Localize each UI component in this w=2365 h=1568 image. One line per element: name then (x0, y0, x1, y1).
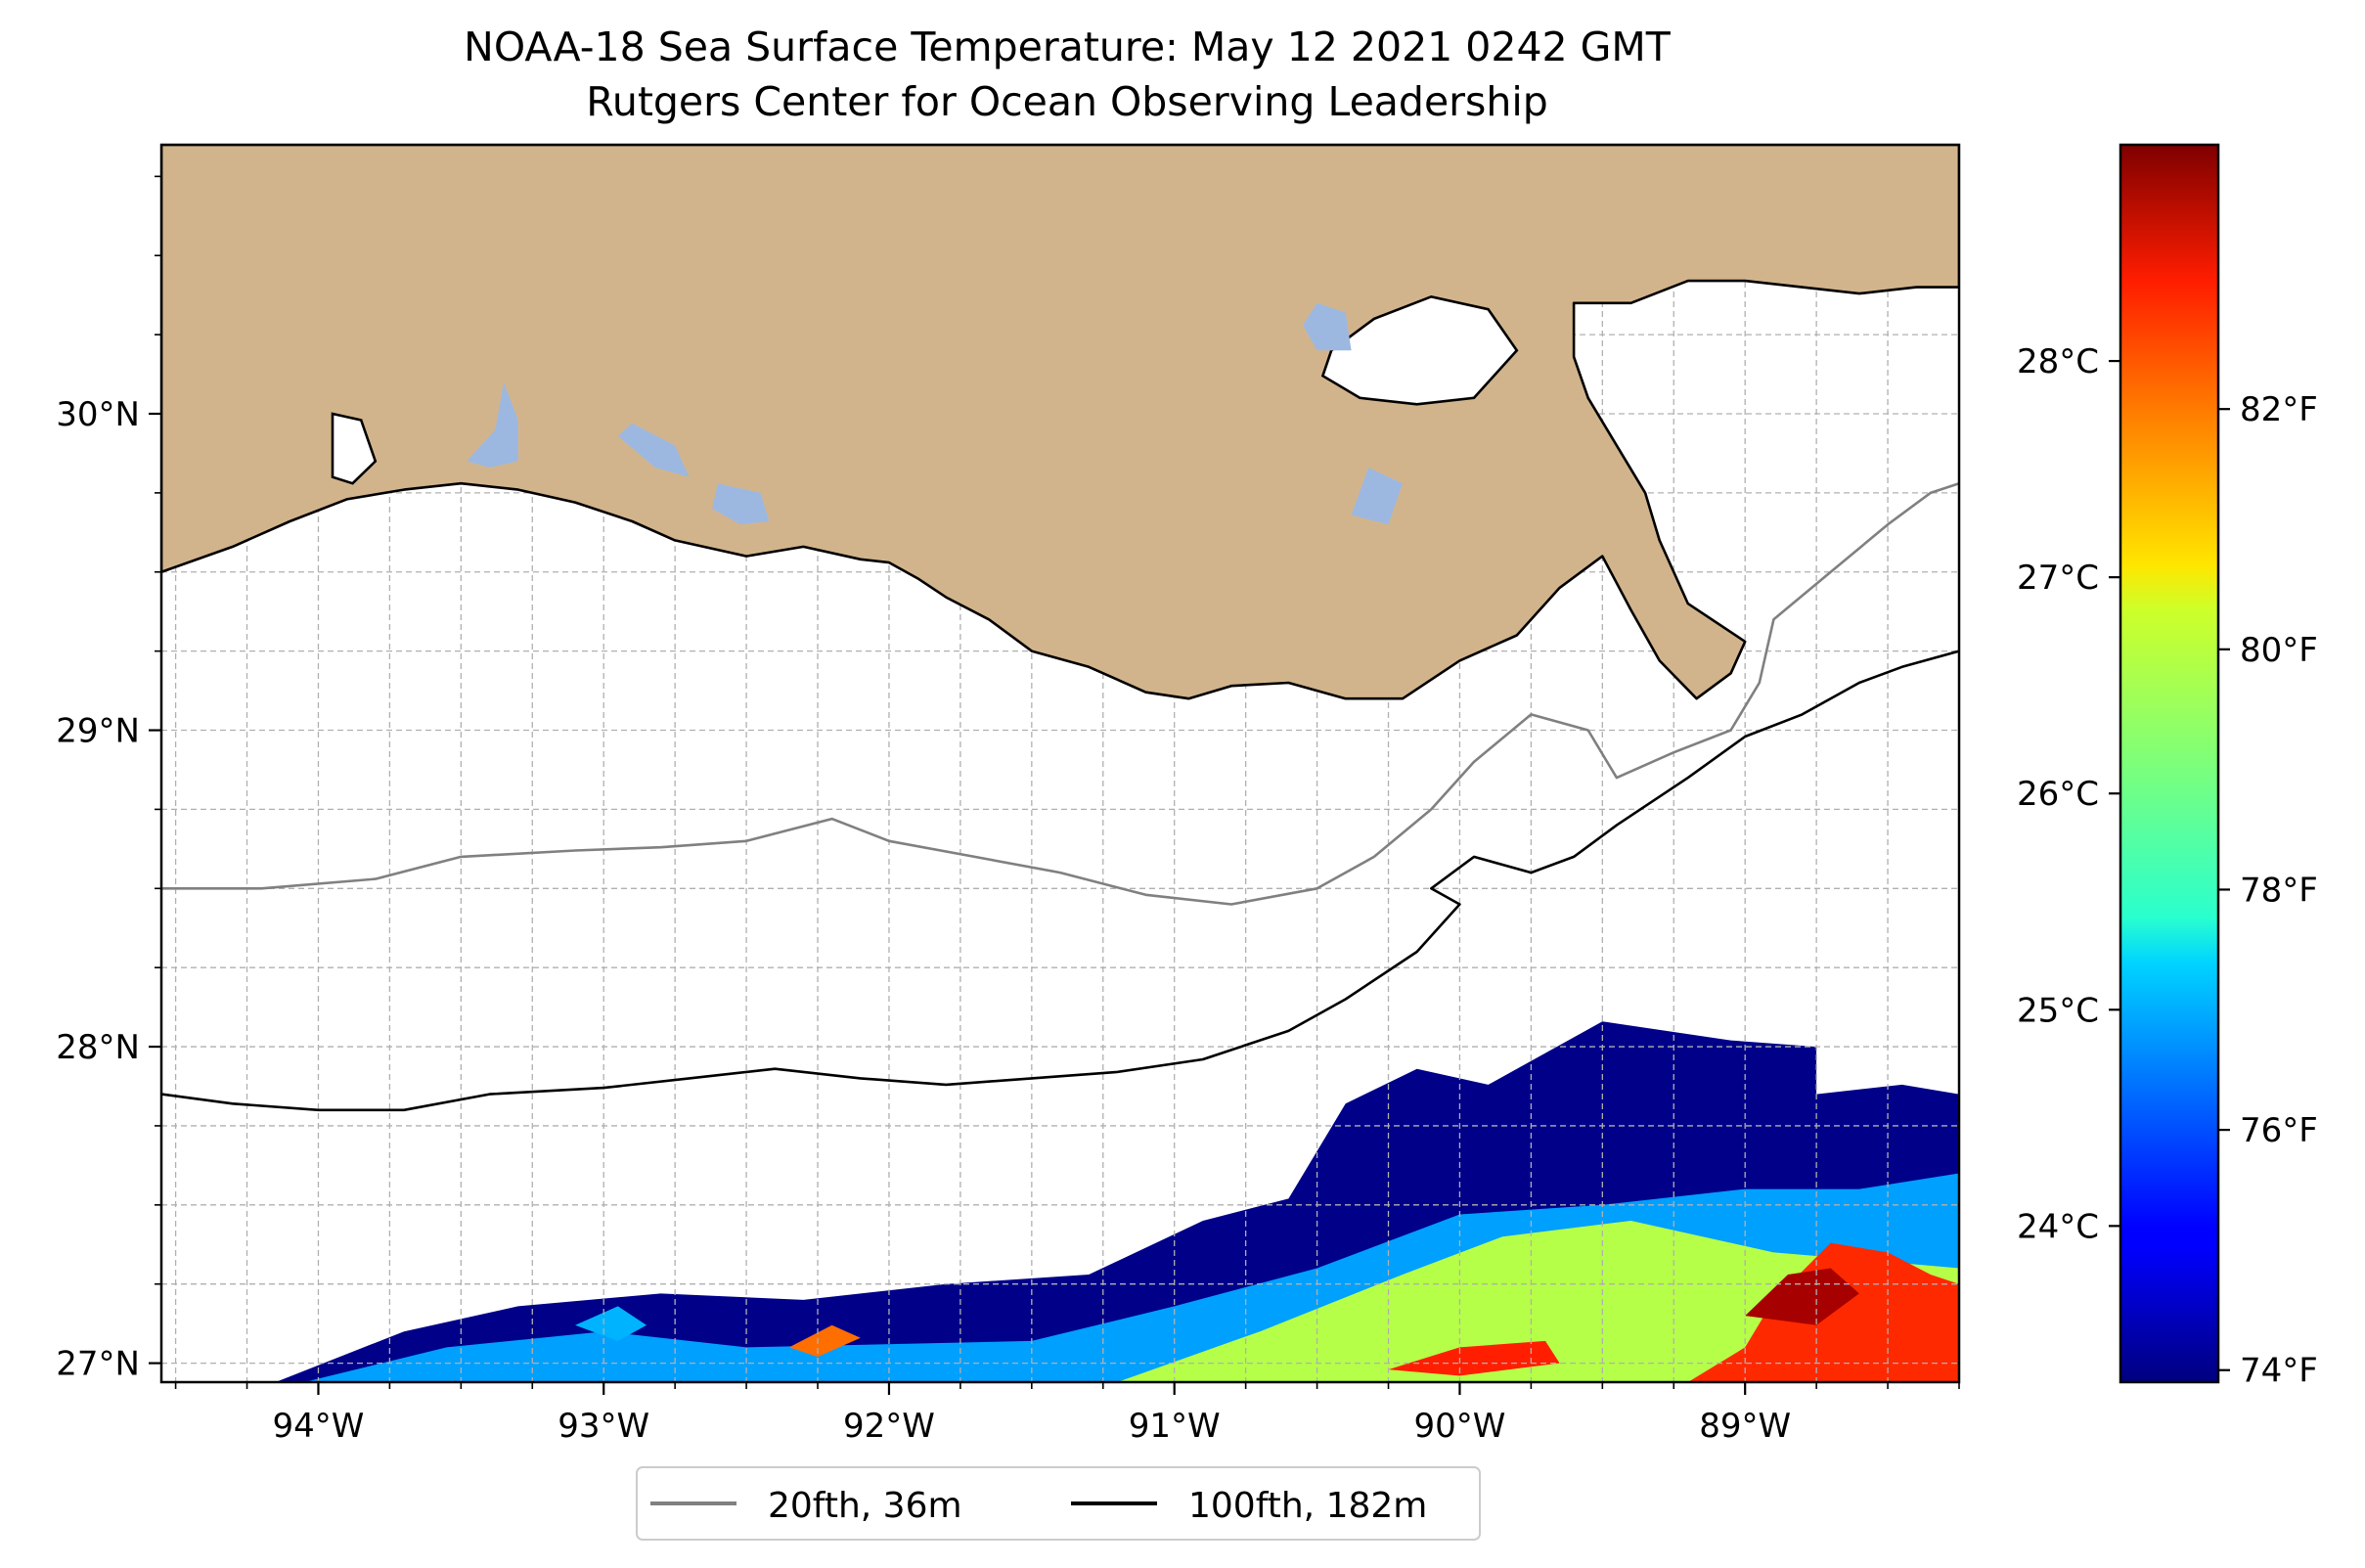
cbar-label-c: 27°C (2017, 559, 2099, 598)
lat-tick-label: 27°N (56, 1345, 140, 1384)
lon-tick-label: 93°W (558, 1407, 649, 1446)
colorbar-gradient (2119, 143, 2220, 1384)
cbar-label-c: 24°C (2017, 1207, 2099, 1246)
inland-lake (712, 483, 770, 525)
lon-tick-label: 90°W (1413, 1407, 1505, 1446)
sst-west-cool-spot (575, 1306, 647, 1341)
colorbar: 74°F 76°F 78°F 80°F 82°F 24°C 25°C 26°C 27°C 28°C (2017, 143, 2318, 1391)
lon-tick-label: 92°W (843, 1407, 935, 1446)
cbar-label-c: 25°C (2017, 991, 2099, 1030)
legend-label-100fth: 100fth, 182m (1188, 1486, 1427, 1526)
inland-lake (1303, 302, 1352, 351)
legend-label-20fth: 20fth, 36m (768, 1486, 962, 1526)
colorbar-ticks: 74°F 76°F 78°F 80°F 82°F 24°C 25°C 26°C 27°C 28°C (2017, 342, 2318, 1391)
inland-lake (467, 381, 518, 468)
inland-lake (617, 423, 690, 477)
lon-tick-label: 94°W (273, 1407, 365, 1446)
title-line-2: Rutgers Center for Ocean Observing Leade… (586, 78, 1548, 125)
map-layers (161, 145, 1959, 1382)
lon-tick-label: 91°W (1129, 1407, 1221, 1446)
sabine-lake (331, 412, 378, 485)
contour-20fth (161, 481, 1959, 906)
lat-tick-label: 30°N (56, 395, 140, 434)
land-louisiana (161, 145, 1959, 700)
title-line-1: NOAA-18 Sea Surface Temperature: May 12 … (464, 23, 1672, 70)
cbar-label-c: 28°C (2017, 342, 2099, 381)
sst-hottest-patch (1745, 1268, 1859, 1325)
cbar-label-c: 26°C (2017, 775, 2099, 814)
inland-lake (1351, 468, 1404, 525)
contour-100fth (161, 650, 1959, 1112)
map-panel: 94°W 93°W 92°W 91°W 90°W 89°W 27°N 28°N 29°N 30°N (56, 143, 1961, 1446)
cbar-label-f: 82°F (2240, 390, 2318, 429)
cbar-label-f: 74°F (2240, 1352, 2318, 1391)
map-axes: 94°W 93°W 92°W 91°W 90°W 89°W 27°N 28°N 29°N 30°N (56, 175, 1960, 1446)
lon-tick-label: 89°W (1699, 1407, 1791, 1446)
cbar-label-f: 78°F (2240, 871, 2318, 910)
map-frame (159, 143, 1961, 1384)
sst-mid-warm-spot (788, 1324, 861, 1358)
sst-south-warm-spot (1388, 1340, 1560, 1376)
legend: 20fth, 36m 100fth, 182m (636, 1466, 1481, 1541)
lat-tick-label: 29°N (56, 712, 140, 751)
lake-pontchartrain (1320, 294, 1519, 406)
cbar-label-f: 76°F (2240, 1111, 2318, 1150)
legend-box (636, 1466, 1481, 1541)
cbar-label-f: 80°F (2240, 631, 2318, 670)
lat-tick-label: 28°N (56, 1028, 140, 1067)
